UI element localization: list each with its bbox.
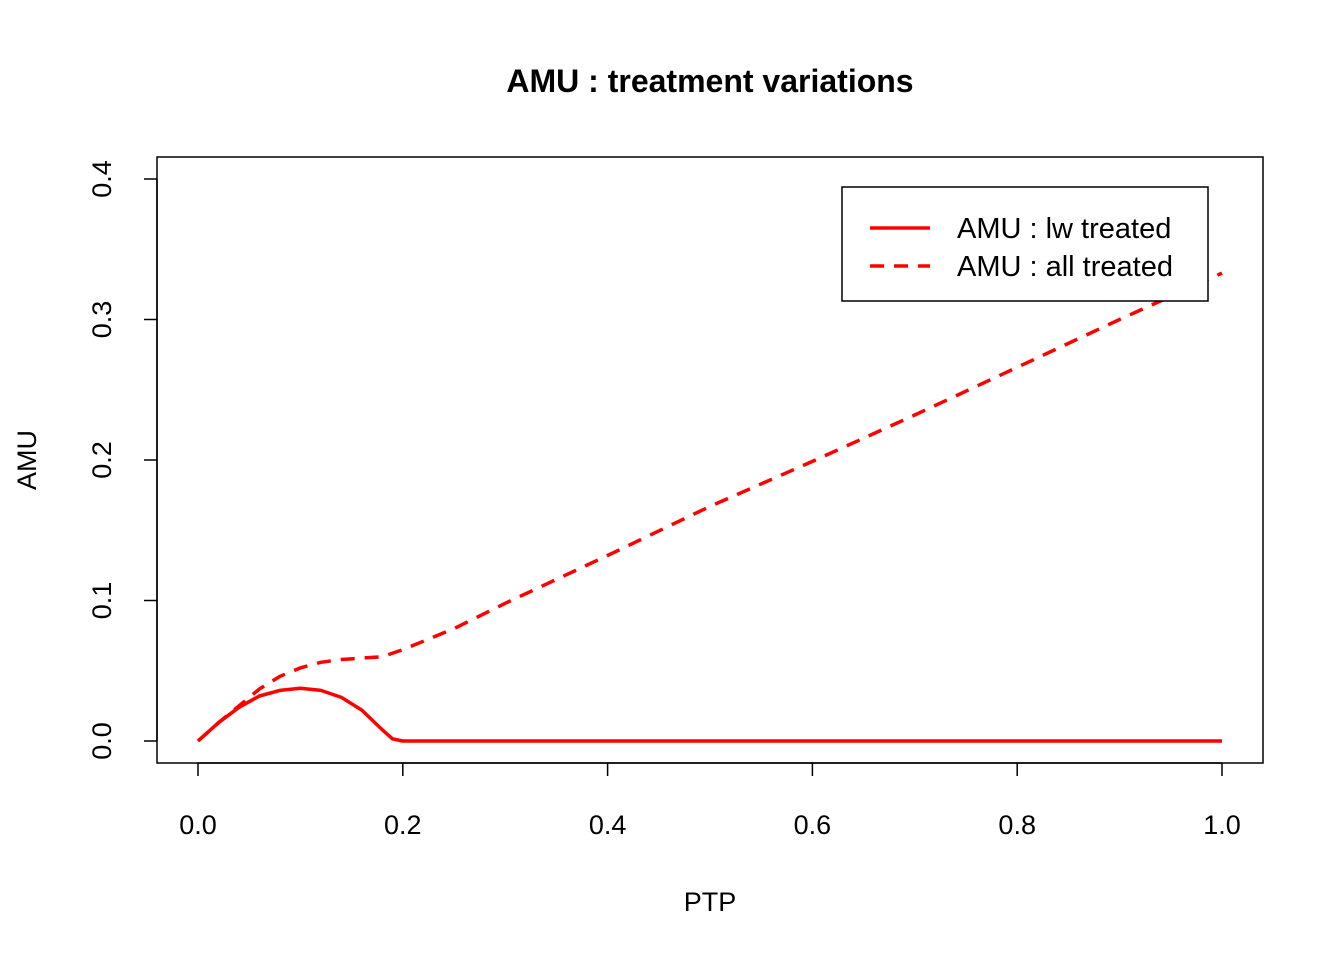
x-tick-label-3: 0.6: [794, 810, 832, 840]
y-axis-label: AMU: [12, 430, 42, 490]
x-tick-label-2: 0.4: [589, 810, 627, 840]
legend-box: [841, 186, 1209, 302]
legend: AMU : lw treated AMU : all treated: [841, 186, 1209, 302]
y-axis: 0.0 0.1 0.2 0.3 0.4: [87, 160, 158, 760]
x-tick-label-4: 0.8: [998, 810, 1036, 840]
y-tick-label-3: 0.3: [87, 301, 117, 339]
y-tick-label-1: 0.1: [87, 582, 117, 620]
legend-label-all-treated: AMU : all treated: [957, 251, 1173, 283]
x-tick-label-0: 0.0: [179, 810, 217, 840]
y-tick-label-4: 0.4: [87, 160, 117, 198]
legend-label-lw-treated: AMU : lw treated: [957, 213, 1171, 245]
x-tick-label-1: 0.2: [384, 810, 422, 840]
x-axis-label: PTP: [684, 887, 737, 917]
series-layer: [196, 271, 1223, 743]
series-line-amu-lw-treated: [196, 686, 1222, 743]
series-line-amu-all-treated: [196, 271, 1223, 743]
y-tick-label-2: 0.2: [87, 441, 117, 479]
y-tick-label-0: 0.0: [87, 722, 117, 760]
x-tick-label-5: 1.0: [1203, 810, 1241, 840]
chart-title: AMU : treatment variations: [506, 63, 913, 99]
x-axis: 0.0 0.2 0.4 0.6 0.8 1.0: [179, 762, 1241, 840]
